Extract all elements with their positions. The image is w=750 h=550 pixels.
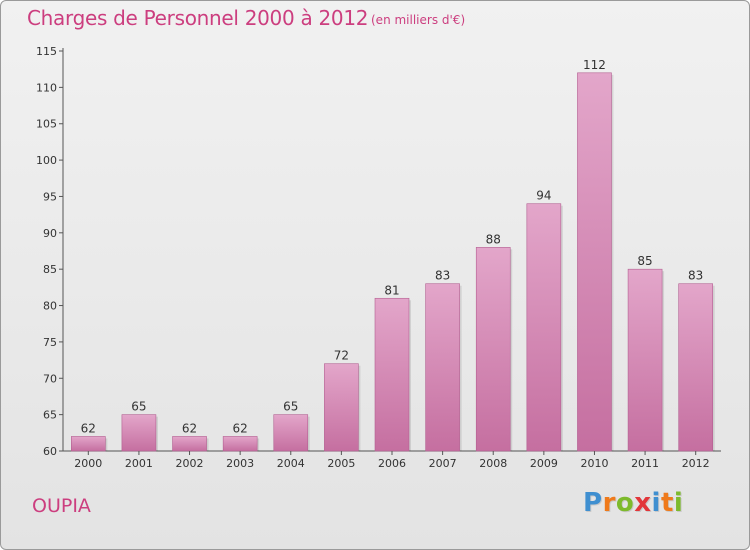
proxiti-logo: Proxiti [583,488,683,522]
value-label: 62 [233,421,248,435]
bar-2012 [678,283,713,452]
value-label: 81 [384,283,399,297]
logo-letter: x [634,488,652,518]
x-tick-label: 2012 [682,457,710,470]
logo-letter: t [660,488,674,518]
bar-2008 [475,247,511,452]
x-tick-label: 2001 [125,457,153,470]
bar-2002 [172,436,207,452]
bar-2010 [577,72,612,452]
x-tick-label: 2004 [277,457,305,470]
value-label: 65 [131,400,146,414]
value-label: 83 [435,269,450,283]
bar-2000 [71,436,106,452]
y-tick-label: 60 [43,445,57,458]
y-tick-label: 95 [43,190,57,203]
value-label: 83 [688,269,703,283]
value-label: 72 [334,349,349,363]
value-label: 88 [486,232,501,246]
x-tick-label: 2000 [74,457,102,470]
x-tick-label: 2010 [580,457,608,470]
x-tick-label: 2007 [429,457,457,470]
y-tick-label: 75 [43,336,57,349]
y-tick-label: 90 [43,227,57,240]
value-label: 62 [81,421,96,435]
bar-2005 [324,363,359,452]
bar-2009 [526,203,562,452]
bar-2007 [425,283,460,452]
value-label: 94 [536,189,551,203]
logo-letter: i [673,488,684,518]
x-tick-label: 2011 [631,457,659,470]
y-tick-label: 85 [43,263,57,276]
x-tick-label: 2009 [530,457,558,470]
value-label: 65 [283,400,298,414]
x-tick-label: 2003 [226,457,254,470]
bar-2011 [627,268,663,452]
logo-letter: P [583,488,603,518]
chart-title: Charges de Personnel 2000 à 2012 [27,6,369,30]
y-tick-label: 80 [43,300,57,313]
value-label: 62 [182,421,197,435]
x-tick-label: 2005 [327,457,355,470]
y-tick-label: 110 [36,81,57,94]
chart-bars: 62 2000 65 2001 62 2002 62 2003 65 2004 72 2005 81 20… [71,58,715,470]
value-label: 85 [637,254,652,268]
y-tick-label: 105 [36,118,57,131]
y-tick-label: 65 [43,409,57,422]
bar-2001 [121,414,157,452]
value-label: 112 [583,58,606,72]
logo-letter: o [615,488,635,518]
bar-2003 [222,436,258,452]
y-tick-label: 115 [36,45,57,58]
y-tick-label: 70 [43,372,57,385]
bar-2006 [374,297,410,452]
x-tick-label: 2008 [479,457,507,470]
x-tick-label: 2002 [176,457,204,470]
x-tick-label: 2006 [378,457,406,470]
chart-axes: 60 65 70 75 80 85 90 95 100 105 110 115 [36,45,721,458]
y-tick-label: 100 [36,154,57,167]
chart-subtitle: (en milliers d'€) [371,13,466,27]
logo-letter: r [602,488,616,518]
commune-name: OUPIA [32,495,91,517]
bar-2004 [273,414,309,452]
logo-letter: i [651,488,661,518]
